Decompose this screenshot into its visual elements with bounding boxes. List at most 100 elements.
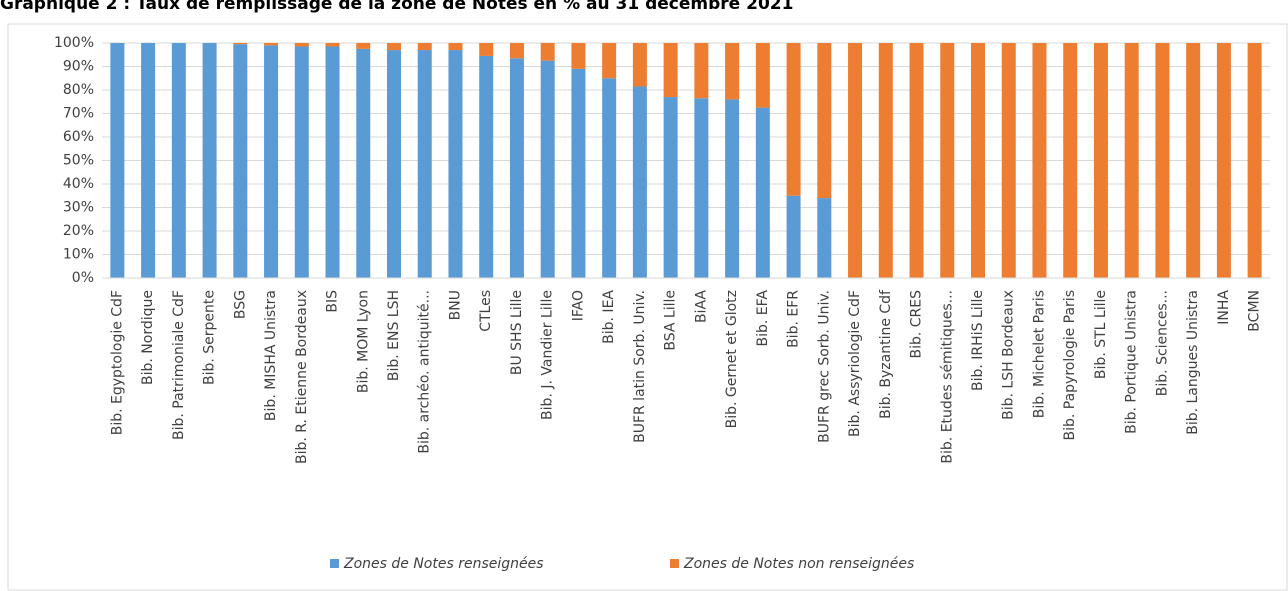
x-tick-label: BUFR grec Sorb. Univ. [816, 290, 832, 443]
bar-segment [571, 43, 586, 69]
bar-segment [509, 43, 524, 59]
bar-segment [694, 98, 709, 278]
x-tick-label: Bib. ENS LSH [386, 290, 402, 381]
bar-segment [1186, 43, 1201, 278]
x-tick-label: Bib. Nordique [140, 290, 156, 385]
y-tick-label: 30% [63, 200, 94, 216]
bar-segment [848, 43, 863, 278]
x-tick-label: Bib. Byzantine Cdf [878, 289, 894, 419]
chart-title: Graphique 2 : Taux de remplissage de la … [0, 0, 793, 14]
bar-segment [325, 43, 340, 47]
bar-segment [171, 43, 186, 278]
bar-segment [479, 43, 494, 56]
y-tick-label: 10% [63, 247, 94, 263]
bar-segment [509, 58, 524, 279]
y-tick-label: 0% [72, 270, 94, 286]
x-tick-label: CTLes [478, 290, 494, 332]
bar-segment [356, 48, 371, 278]
x-tick-label: Bib. Etudes sémitiques... [939, 290, 955, 464]
bar-segment [141, 43, 156, 278]
x-tick-label: Bib. MOM Lyon [355, 290, 371, 393]
bar-segment [663, 97, 678, 278]
x-tick-label: Bib. Patrimoniale CdF [171, 290, 187, 440]
y-tick-label: 20% [63, 223, 94, 239]
x-tick-label: Bib. IEA [601, 290, 617, 344]
y-tick-label: 90% [63, 59, 94, 75]
bar-segment [294, 46, 309, 279]
x-tick-label: Bib. EFR [786, 290, 802, 348]
bar-segment [294, 43, 309, 47]
bar-segment [571, 68, 586, 278]
bar-segment [663, 43, 678, 98]
bar-segment [202, 43, 217, 278]
x-tick-label: Bib. Assyriologie CdF [847, 290, 863, 437]
bar-segment [1063, 43, 1078, 278]
bar-segment [602, 43, 617, 79]
bar-segment [602, 78, 617, 278]
bar-segment [233, 44, 248, 278]
bar-segment [786, 43, 801, 196]
x-tick-label: Bib. Serpente [202, 290, 218, 385]
bar-segment [817, 43, 832, 199]
x-tick-label: Bib. Egyptologie CdF [109, 290, 125, 435]
bar-segment [417, 50, 432, 278]
bar-segment [632, 86, 647, 278]
bar-segment [725, 99, 740, 279]
x-tick-label: BSA Lille [663, 290, 679, 351]
bar-segment [755, 107, 770, 278]
bar-segment [110, 43, 125, 278]
x-tick-label: IFAO [570, 290, 586, 321]
y-tick-label: 40% [63, 176, 94, 192]
y-tick-label: 70% [63, 106, 94, 122]
x-tick-label: Bib. R. Etienne Bordeaux [294, 290, 310, 464]
x-tick-label: Bib. Langues Unistra [1185, 290, 1201, 435]
bar-segment [1124, 43, 1139, 278]
x-tick-label: Bib. Papyrologie Paris [1062, 290, 1078, 441]
x-tick-label: Bib. Sciences... [1154, 290, 1170, 396]
bar-segment [725, 43, 740, 100]
bar-segment [387, 50, 401, 278]
bar-segment [448, 50, 463, 278]
bar-segment [786, 195, 801, 278]
x-tick-label: BCMN [1247, 290, 1263, 332]
x-tick-label: Bib. IRHiS Lille [970, 290, 986, 391]
x-tick-label: Bib. STL Lille [1093, 290, 1109, 379]
bar-segment [387, 43, 401, 51]
x-tick-label: Bib. EFA [755, 290, 771, 347]
bar-segment [632, 43, 647, 87]
x-tick-label: Bib. Gernet et Glotz [724, 290, 740, 428]
x-tick-label: BSG [232, 290, 248, 319]
legend-label: Zones de Notes renseignées [343, 556, 544, 572]
x-tick-label: BU SHS Lille [509, 290, 525, 375]
bar-segment [971, 43, 985, 278]
x-tick-label: Bib. MISHA Unistra [263, 290, 279, 421]
legend-label: Zones de Notes non renseignées [683, 556, 914, 572]
x-tick-label: Bib. J. Vandier Lille [540, 290, 556, 420]
bar-segment [909, 43, 924, 278]
bar-segment [1247, 43, 1262, 278]
bar-segment [878, 43, 893, 278]
x-tick-label: BiAA [693, 290, 709, 323]
x-tick-label: BIS [325, 290, 341, 313]
bar-segment [325, 46, 340, 279]
y-tick-label: 100% [54, 35, 94, 51]
x-tick-label: Bib. Michelet Paris [1031, 290, 1047, 418]
x-tick-label: INHA [1216, 290, 1232, 325]
bar-segment [540, 43, 555, 61]
bar-segment [1032, 43, 1047, 278]
bar-segment [940, 43, 955, 278]
bar-segment [1155, 43, 1170, 278]
y-tick-label: 60% [63, 129, 94, 145]
y-tick-label: 80% [63, 82, 94, 98]
bar-segment [755, 43, 770, 108]
bar-segment [1216, 43, 1231, 278]
bar-segment [417, 43, 432, 51]
bar-segment [448, 43, 463, 51]
bar-segment [264, 43, 279, 46]
bar-segment [540, 60, 555, 278]
x-tick-label: Bib. LSH Bordeaux [1001, 290, 1017, 420]
legend-swatch [670, 559, 679, 568]
x-tick-label: Bib. archéo. antiquité... [417, 290, 433, 454]
